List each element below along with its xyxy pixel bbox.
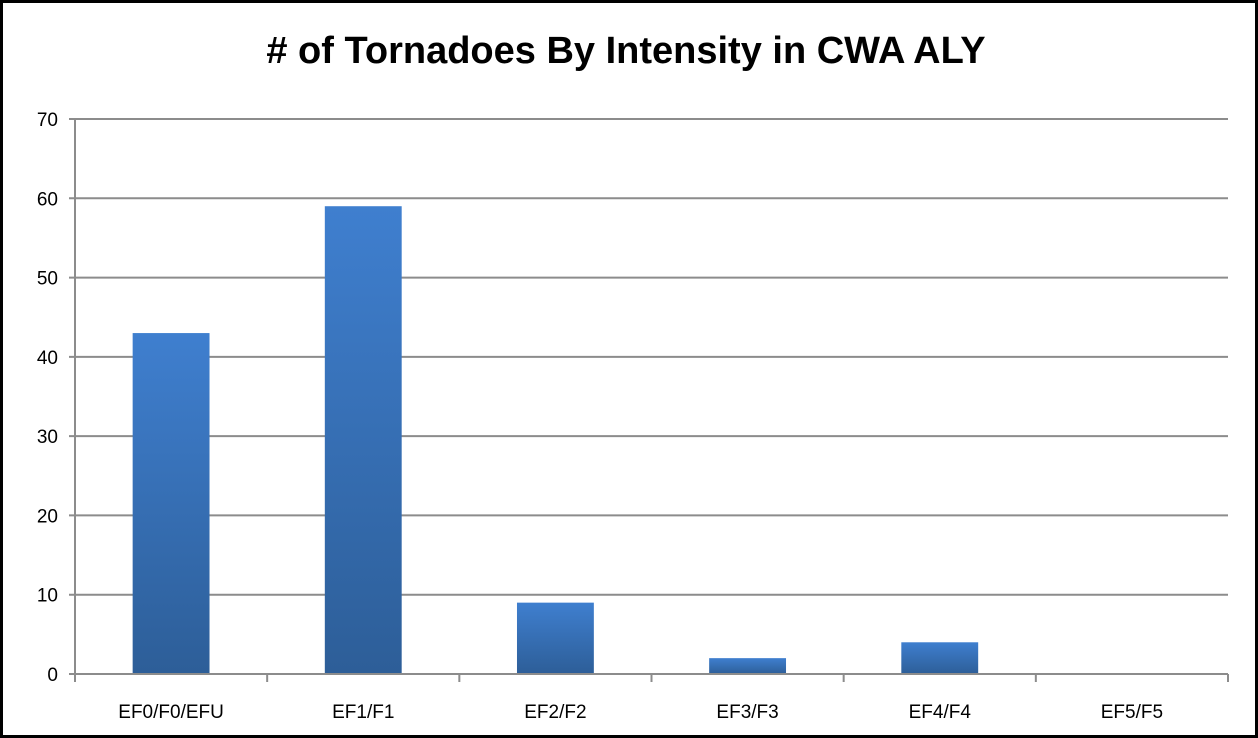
chart-title: # of Tornadoes By Intensity in CWA ALY	[266, 30, 986, 72]
y-tick-label-40: 40	[37, 348, 58, 369]
bar-ef2-f2	[516, 602, 594, 674]
bar-ef4-f4	[901, 642, 979, 674]
y-tick-label-50: 50	[37, 269, 58, 290]
y-tick-label-60: 60	[37, 189, 58, 210]
x-tick-label-ef3-f3: EF3/F3	[716, 702, 778, 723]
axes	[69, 119, 1229, 682]
bar-ef1-f1	[324, 206, 402, 674]
bar-ef3-f3	[709, 658, 787, 674]
bar-ef0-f0-efu	[132, 333, 210, 674]
x-tick-label-ef4-f4: EF4/F4	[909, 702, 972, 723]
y-tick-label-70: 70	[37, 110, 58, 131]
tick-labels: 0 10 20 30 40 50 60 70 EF0/F0/EFU EF1/F1 EF2/F2 EF3…	[37, 110, 1163, 723]
x-tick-label-ef0-f0-efu: EF0/F0/EFU	[118, 702, 224, 723]
y-tick-label-30: 30	[37, 427, 58, 448]
y-tick-label-0: 0	[47, 665, 58, 686]
y-tick-label-20: 20	[37, 506, 58, 527]
x-tick-label-ef2-f2: EF2/F2	[524, 702, 586, 723]
x-tick-label-ef5-f5: EF5/F5	[1101, 702, 1163, 723]
y-tick-label-10: 10	[37, 586, 58, 607]
gridlines	[69, 118, 1228, 596]
x-tick-label-ef1-f1: EF1/F1	[332, 702, 394, 723]
bars	[132, 206, 979, 674]
